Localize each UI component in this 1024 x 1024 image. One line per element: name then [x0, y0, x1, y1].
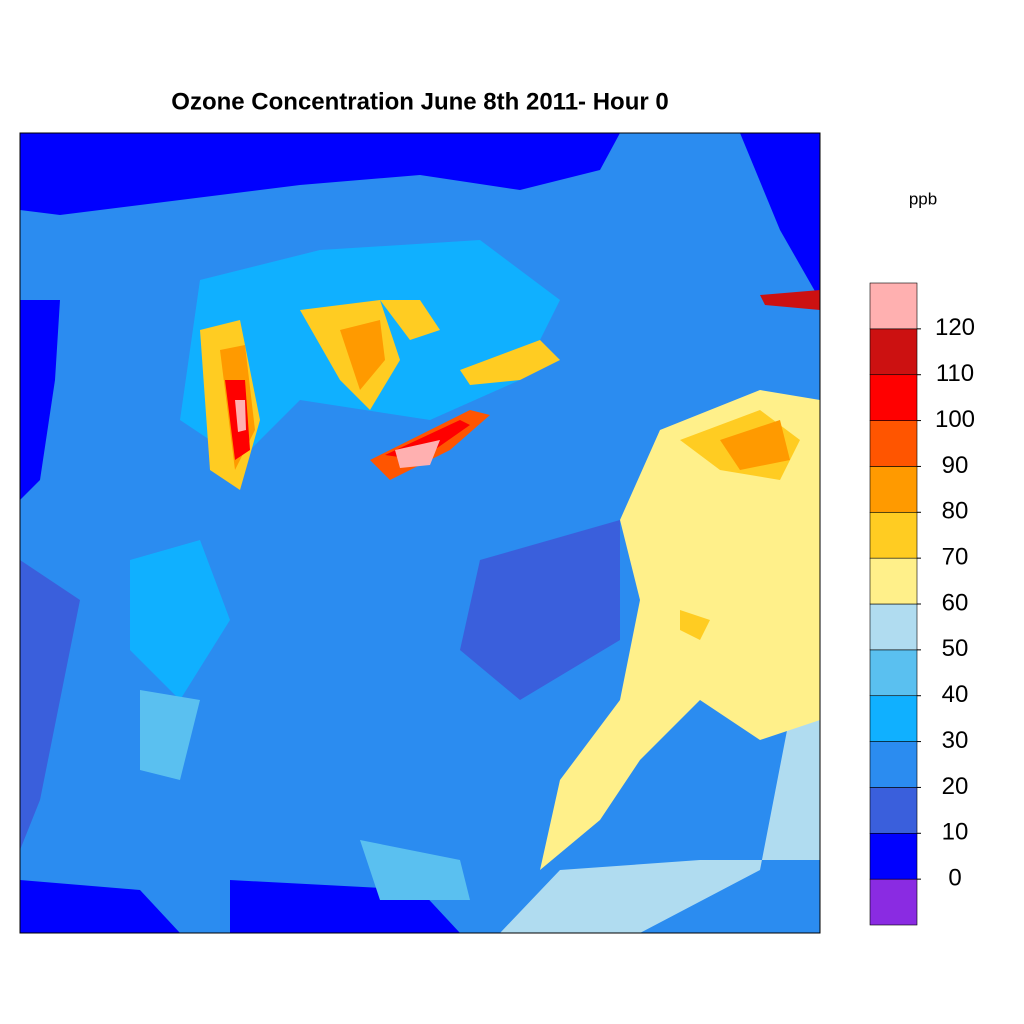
colorbar-label: 100 — [935, 406, 975, 433]
colorbar-box — [869, 420, 918, 467]
contour-region — [720, 420, 790, 470]
colorbar-box — [869, 741, 918, 788]
contour-region — [130, 540, 230, 700]
contour-region — [395, 440, 440, 468]
contour-region — [140, 690, 200, 780]
colorbar-box — [869, 557, 918, 605]
colorbar-unit: ppb — [909, 189, 937, 208]
colorbar-label: 60 — [942, 589, 969, 616]
colorbar-box — [869, 328, 918, 376]
colorbar-box — [869, 282, 918, 330]
colorbar-label: 80 — [942, 498, 969, 525]
map-frame — [19, 132, 821, 934]
contour-region — [235, 400, 246, 432]
colorbar-label: 70 — [942, 543, 969, 570]
colorbar-label: 10 — [942, 819, 969, 846]
colorbar-box — [869, 374, 918, 421]
colorbar-label: 40 — [942, 681, 969, 708]
map-title: Ozone Concentration June 8th 2011- Hour … — [171, 88, 668, 115]
contour-region — [20, 880, 180, 933]
colorbar-label: 30 — [942, 727, 969, 754]
contour-region — [460, 520, 620, 700]
contour-region — [680, 610, 710, 640]
contour-region — [20, 560, 80, 850]
colorbar-box — [869, 878, 918, 926]
colorbar-label: 120 — [935, 314, 975, 341]
contour-region — [20, 300, 60, 500]
colorbar-label: 20 — [942, 773, 969, 800]
colorbar-box — [869, 695, 918, 742]
colorbar-box — [869, 832, 918, 880]
contour-region — [380, 300, 440, 340]
colorbar-box — [869, 787, 918, 834]
colorbar-box — [869, 466, 918, 513]
contour-region — [460, 340, 560, 385]
colorbar-box — [869, 649, 918, 697]
contour-region — [340, 320, 385, 390]
colorbar-box — [869, 511, 918, 559]
colorbar-label: 110 — [936, 360, 974, 387]
contour-region — [20, 133, 620, 215]
contour-region — [760, 290, 820, 310]
contour-region — [360, 840, 470, 900]
colorbar-label: 50 — [942, 635, 969, 662]
colorbar-label: 90 — [942, 452, 969, 479]
contour-region — [740, 133, 820, 300]
colorbar-box — [869, 603, 918, 651]
map-area — [20, 133, 820, 933]
colorbar-label: 0 — [948, 864, 961, 891]
